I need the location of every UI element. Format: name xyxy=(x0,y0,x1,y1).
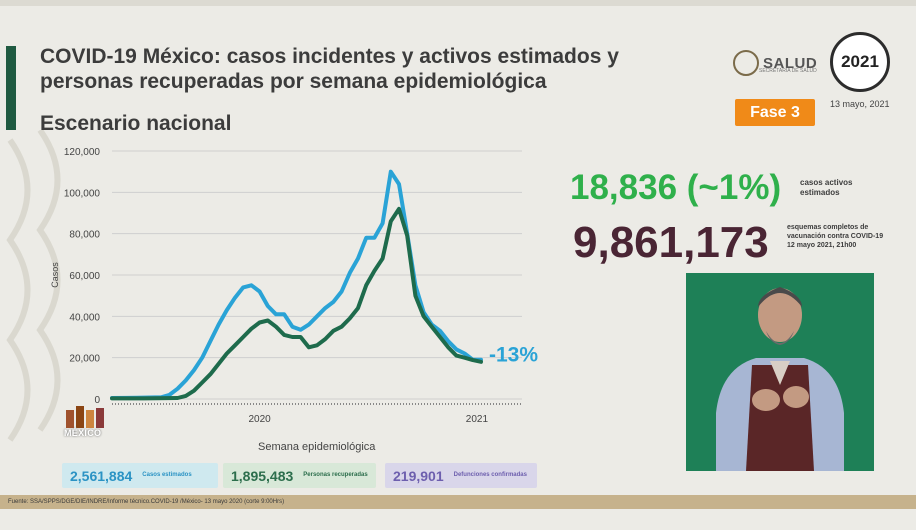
mexico-logo: MÉXICO xyxy=(62,400,112,448)
mexico-logo-text: MÉXICO xyxy=(64,428,102,438)
vaccination-label: esquemas completos de vacunación contra … xyxy=(787,224,884,249)
vaccination-value: 9,861,173 xyxy=(573,218,769,267)
salud-logo-subtext: SECRETARÍA DE SALUD xyxy=(759,68,817,74)
title-accent-bar xyxy=(6,46,16,130)
stat-deaths: 219,901 Defunciones confirmadas xyxy=(385,463,537,488)
stat-label: Personas recuperadas xyxy=(303,472,368,478)
top-bar xyxy=(0,0,916,6)
stat-label: Casos estimados xyxy=(142,472,192,478)
series-line-2 xyxy=(110,206,483,401)
y-axis-title: Casos xyxy=(50,262,60,288)
salud-logo: SALUD SECRETARÍA DE SALUD xyxy=(733,50,817,76)
page-subtitle: Escenario nacional xyxy=(40,112,232,135)
interpreter-figure-icon xyxy=(686,273,874,471)
series-line-1 xyxy=(110,169,483,400)
eagle-seal-icon xyxy=(733,50,759,76)
page-title: COVID-19 México: casos incidentes y acti… xyxy=(40,45,619,93)
year-2021-logo: 2021 xyxy=(830,32,890,92)
stat-label: Defunciones confirmadas xyxy=(453,472,527,478)
y-tick-label: 20,000 xyxy=(69,354,100,365)
phase-date: 13 mayo, 2021 xyxy=(830,99,890,109)
stat-estimated-cases: 2,561,884 Casos estimados xyxy=(62,463,218,488)
change-annotation: -13% xyxy=(489,344,538,367)
background-pattern xyxy=(6,130,61,442)
cases-line-chart: 0 20,000 40,000 60,000 80,000 100,000 120,000 2… xyxy=(50,147,538,425)
y-tick-label: 40,000 xyxy=(69,312,100,323)
y-tick-label: 120,000 xyxy=(64,147,101,158)
year-logo-text: 2021 xyxy=(841,52,879,71)
x-tick-label: 2021 xyxy=(466,414,489,425)
sign-language-interpreter-video xyxy=(686,273,874,471)
y-tick-label: 80,000 xyxy=(69,230,100,241)
source-footer: Fuente: SSA/SPPS/DGE/DIE/INDRE/Informe t… xyxy=(0,495,916,509)
phase-badge: Fase 3 xyxy=(735,99,815,126)
stat-value: 2,561,884 xyxy=(70,467,133,484)
y-tick-label: 60,000 xyxy=(69,271,100,282)
active-cases-label: casos activos estimados xyxy=(800,178,853,197)
figures-icon xyxy=(66,406,104,428)
stat-recovered: 1,895,483 Personas recuperadas xyxy=(223,463,376,488)
active-cases-value: 18,836 (~1%) xyxy=(570,168,782,207)
x-axis-title: Semana epidemiológica xyxy=(258,441,376,453)
salud-logo-text: SALUD xyxy=(763,54,818,72)
x-tick-label: 2020 xyxy=(248,414,271,425)
stat-value: 1,895,483 xyxy=(231,467,294,484)
y-tick-label: 0 xyxy=(94,395,100,406)
stat-value: 219,901 xyxy=(393,467,444,484)
y-tick-label: 100,000 xyxy=(64,188,101,199)
